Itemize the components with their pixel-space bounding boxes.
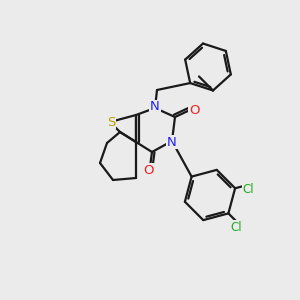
Text: Cl: Cl: [243, 183, 254, 196]
Text: O: O: [189, 103, 199, 116]
Text: N: N: [167, 136, 177, 148]
Text: N: N: [150, 100, 160, 113]
Text: Cl: Cl: [231, 221, 242, 234]
Text: O: O: [143, 164, 153, 176]
Text: S: S: [107, 116, 115, 128]
